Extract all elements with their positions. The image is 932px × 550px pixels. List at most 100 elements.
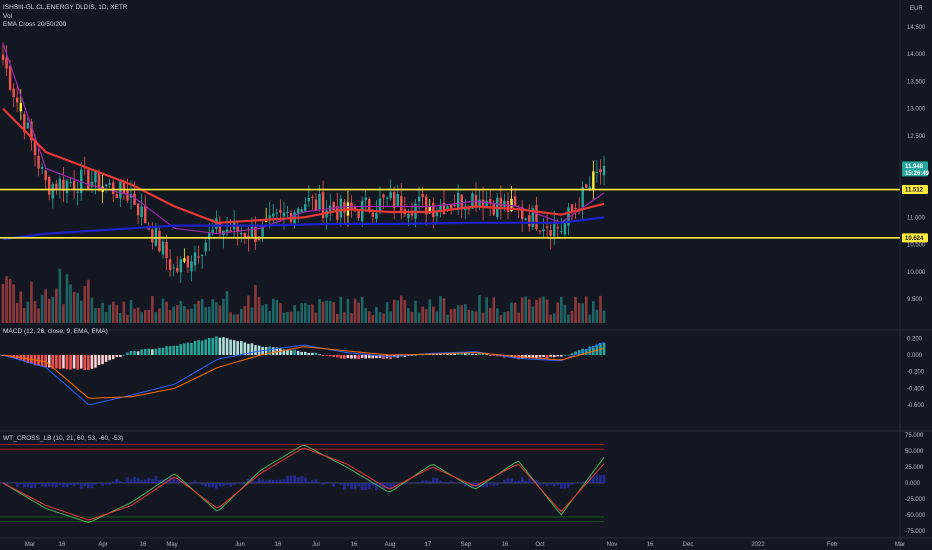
candle-body	[186, 256, 190, 268]
volume-bar	[435, 311, 439, 323]
macd-histogram-bar	[179, 344, 183, 355]
wt-diff-bar	[150, 479, 154, 483]
wt-diff-bar	[264, 480, 268, 483]
candle-body	[296, 208, 300, 214]
wt-diff-bar	[417, 482, 421, 483]
time-tick-label: 16	[275, 542, 282, 548]
macd-histogram-bar	[207, 337, 211, 355]
wt-diff-bar	[492, 483, 496, 487]
volume-bar	[15, 302, 19, 323]
macd-histogram-bar	[531, 355, 535, 358]
volume-bar	[1, 283, 5, 323]
wt-diff-bar	[207, 483, 211, 488]
volume-bar	[94, 308, 97, 323]
macd-histogram-bar	[595, 344, 599, 355]
macd-histogram-bar	[542, 355, 545, 358]
volume-bar	[222, 298, 225, 323]
volume-bar	[264, 303, 268, 323]
volume-bar	[211, 299, 215, 323]
wt-diff-bar	[296, 476, 300, 483]
wt-diff-bar	[133, 476, 136, 483]
macd-histogram-bar	[549, 355, 552, 357]
macd-histogram-bar	[538, 355, 542, 358]
wt-legend[interactable]: WT_CROSS_LB (10, 21, 60, 53, -60, -53)	[3, 435, 123, 444]
time-tick-label: Aug	[385, 542, 396, 548]
volume-bar	[535, 299, 538, 323]
wt-title[interactable]: WT_CROSS_LB (10, 21, 60, 53, -60, -53)	[3, 435, 124, 442]
macd-histogram-bar	[108, 355, 111, 361]
macd-histogram-bar	[65, 355, 69, 370]
wt-diff-bar	[527, 478, 531, 483]
volume-bar	[517, 312, 520, 323]
wt-diff-bar	[474, 483, 478, 487]
volume-bar	[26, 301, 30, 323]
volume-bar	[286, 312, 289, 323]
macd-title[interactable]: MACD (12, 26, close, 9, EMA, EMA)	[3, 328, 108, 335]
volume-bar	[428, 299, 432, 323]
vol-legend[interactable]: Vol	[3, 12, 13, 20]
wt-diff-bar	[222, 483, 225, 486]
candle-body	[176, 267, 179, 272]
wt-diff-bar	[318, 483, 321, 484]
price-legend[interactable]: ISHSIII-GL.CL.ENERGY DLDIS, 1D, XETR Vol…	[3, 4, 128, 30]
candle-body	[112, 182, 115, 194]
volume-bar	[499, 314, 503, 323]
volume-bar	[560, 296, 563, 323]
candle-body	[1, 54, 5, 60]
wt-diff-bar	[314, 479, 318, 483]
macd-histogram-bar	[293, 349, 296, 355]
macd-histogram-bar	[126, 352, 129, 355]
ema-legend[interactable]: EMA Cross 20/50/200	[3, 21, 67, 28]
volume-bar	[115, 305, 119, 323]
macd-histogram-bar	[55, 355, 58, 369]
candle-body	[126, 190, 129, 201]
wt-diff-bar	[310, 480, 314, 483]
candle-body	[396, 194, 399, 206]
wt-diff-bar	[200, 483, 204, 486]
candle-body	[133, 193, 136, 205]
candle-body	[453, 204, 456, 206]
volume-bar	[44, 289, 47, 323]
macd-legend[interactable]: MACD (12, 26, close, 9, EMA, EMA)	[3, 328, 108, 337]
horizontal-level-lines[interactable]	[0, 188, 900, 239]
volume-bar	[460, 305, 464, 323]
wt-diff-bar	[531, 482, 535, 483]
wt-diff-bar	[193, 480, 197, 483]
wt-diff-bar	[535, 480, 538, 483]
candle-body	[314, 199, 318, 210]
volume-bar	[143, 310, 147, 323]
volume-bar	[140, 312, 143, 323]
volume-bar	[204, 307, 208, 323]
volume-bar	[602, 310, 606, 323]
candle-body	[215, 218, 218, 229]
candle-body	[392, 192, 396, 209]
signal-line	[2, 346, 605, 399]
wt-diff-bar	[570, 483, 574, 485]
candle-body	[282, 212, 286, 217]
macd-histogram-bar	[460, 352, 464, 355]
volume-bar	[577, 303, 581, 323]
macd-histogram-bar	[268, 346, 272, 355]
macd-histogram-bar	[439, 353, 442, 355]
candle-body	[51, 183, 54, 199]
wt-diff-bar	[65, 483, 69, 488]
time-tick-label: Dec	[683, 542, 694, 548]
volume-bar	[215, 302, 218, 323]
candle-body	[286, 211, 289, 213]
volume-bar	[104, 311, 108, 323]
candle-body	[165, 241, 168, 259]
wt-diff-bar	[243, 483, 247, 484]
volume-bar	[179, 301, 183, 323]
volume-bar	[574, 296, 577, 323]
candle-body	[410, 210, 414, 216]
macd-histogram-bar	[165, 346, 168, 355]
macd-histogram-bar	[147, 348, 151, 355]
candle-body	[417, 196, 421, 202]
candle-body	[97, 172, 101, 191]
macd-histogram-bar	[350, 355, 353, 359]
volume-bar	[282, 312, 286, 323]
candle-body	[197, 256, 200, 258]
symbol-title[interactable]: ISHSIII-GL.CL.ENERGY DLDIS, 1D, XETR	[3, 4, 128, 11]
volume-bar	[193, 304, 197, 323]
